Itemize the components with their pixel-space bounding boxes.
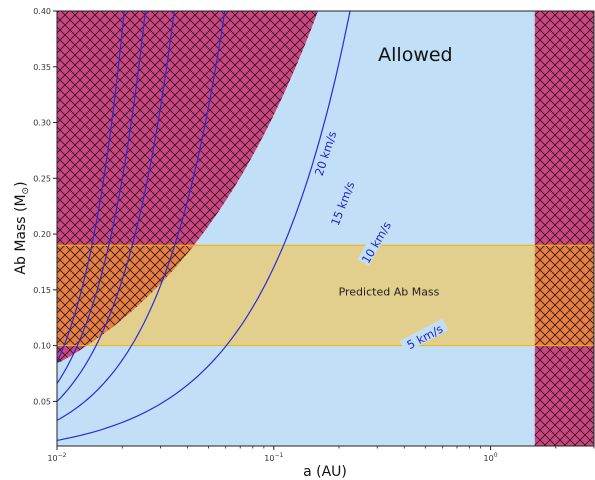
contour-label-background — [310, 128, 338, 178]
contour-label-background — [357, 217, 393, 266]
contour-line-4 — [57, 11, 146, 384]
y-tick-label: 0.05 — [33, 397, 51, 406]
y-axis-ticks: 0.05 0.10 0.15 0.20 0.25 0.30 0.35 0.40 — [33, 7, 57, 406]
y-tick-label: 0.20 — [33, 230, 51, 239]
x-axis-ticks: 10−2 10−1 100 — [47, 446, 595, 463]
x-tick-label: 100 — [484, 452, 498, 463]
velocity-contours — [57, 11, 351, 441]
y-tick-label: 0.25 — [33, 174, 51, 183]
predicted-band-overlap-left-hatch — [57, 245, 194, 346]
y-tick-label: 0.35 — [33, 63, 51, 72]
contour-line-3 — [57, 11, 175, 402]
y-tick-label: 0.15 — [33, 286, 51, 295]
contour-label-background — [326, 178, 356, 228]
y-tick-label: 0.30 — [33, 119, 51, 128]
y-axis-title: Ab Mass (M⊙) — [13, 181, 31, 274]
y-tick-label: 0.40 — [33, 7, 51, 16]
y-tick-label: 0.10 — [33, 342, 51, 351]
contour-label-background — [399, 318, 449, 353]
contour-line-1 — [57, 11, 351, 441]
y-axis-title-text: Ab Mass (M — [13, 194, 29, 274]
contour-line-5 — [57, 11, 125, 363]
y-axis-title-close: ) — [13, 181, 29, 186]
predicted-band-label: Predicted Ab Mass — [339, 285, 440, 298]
plot-frame — [56, 10, 595, 447]
contour-line-2 — [57, 11, 226, 421]
x-tick-label: 10−1 — [264, 452, 283, 463]
right-excluded-hatch — [534, 11, 594, 446]
x-tick-label: 10−2 — [47, 452, 66, 463]
allowed-label: Allowed — [378, 44, 452, 66]
predicted-band-overlap-right-hatch — [534, 245, 594, 346]
y-axis-title-sun-symbol: ⊙ — [21, 187, 31, 195]
x-axis-title: a (AU) — [303, 464, 347, 480]
